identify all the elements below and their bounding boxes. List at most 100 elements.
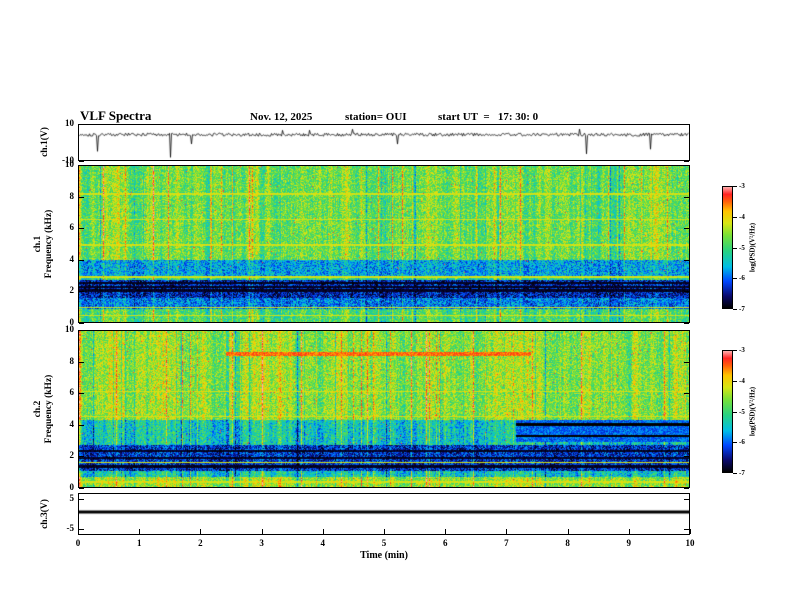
- x-tick-label: 1: [136, 538, 142, 548]
- y-tick-mark: [684, 330, 689, 331]
- ch3-waveform-panel: [78, 493, 690, 535]
- y-tick-mark: [684, 165, 689, 166]
- x-tick-label: 4: [320, 538, 326, 548]
- y-tick-mark: [684, 228, 689, 229]
- y-tick-mark: [684, 488, 689, 489]
- colorbar-tick-mark: [733, 278, 737, 279]
- y-tick-mark: [684, 197, 689, 198]
- ch1-spectrogram-canvas: [79, 166, 689, 322]
- colorbar-tick-mark: [733, 186, 737, 187]
- y-tick-mark: [684, 260, 689, 261]
- x-tick-label: 7: [504, 538, 509, 548]
- y-tick-mark: [684, 425, 689, 426]
- y-tick-mark: [79, 499, 84, 500]
- colorbar-tick-label: -4: [739, 376, 745, 385]
- y-tick-mark: [79, 330, 84, 331]
- y-tick-label: -10: [62, 155, 74, 165]
- ch2-spectrogram-canvas: [79, 331, 689, 487]
- y-tick-mark: [79, 393, 84, 394]
- colorbar-tick-label: -7: [739, 305, 745, 313]
- x-tick-mark: [506, 529, 507, 534]
- y-tick-mark: [79, 291, 84, 292]
- colorbar-ch2: [722, 350, 733, 473]
- ch3-waveform-canvas: [79, 494, 689, 534]
- x-tick-mark: [262, 529, 263, 534]
- x-tick-mark: [323, 529, 324, 534]
- y-tick-mark: [79, 197, 84, 198]
- colorbar-ch1: [722, 186, 733, 309]
- colorbar-tick-label: -5: [739, 243, 745, 252]
- x-tick-label: 8: [565, 538, 570, 548]
- ch1-waveform-canvas: [79, 125, 689, 160]
- y-tick-mark: [684, 161, 689, 162]
- y-tick-label: 0: [69, 482, 75, 492]
- y-tick-mark: [684, 499, 689, 500]
- ch1-spectrogram-panel: [78, 165, 690, 323]
- y-tick-label: 10: [65, 324, 74, 334]
- colorbar-tick-label: -6: [739, 274, 745, 283]
- y-tick-mark: [684, 291, 689, 292]
- y-tick-mark: [79, 362, 84, 363]
- figure-title: VLF Spectra: [80, 108, 152, 123]
- colorbar-tick-mark: [733, 309, 737, 310]
- colorbar-tick-label: -3: [739, 346, 745, 354]
- x-tick-label: 9: [626, 538, 632, 548]
- x-tick-label: 3: [259, 538, 264, 548]
- colorbar-tick-mark: [733, 217, 737, 218]
- y-tick-mark: [79, 323, 84, 324]
- x-tick-mark: [384, 529, 385, 534]
- x-tick-label: 0: [75, 538, 81, 548]
- y-tick-mark: [684, 362, 689, 363]
- colorbar-tick-mark: [733, 350, 737, 351]
- y-tick-mark: [684, 456, 689, 457]
- colorbar-tick-label: -7: [739, 469, 745, 477]
- colorbar-tick-mark: [733, 442, 737, 443]
- y-tick-mark: [79, 165, 84, 166]
- start-ut-label: start UT = 17: 30: 0: [438, 111, 539, 123]
- x-tick-mark: [139, 529, 140, 534]
- y-tick-mark: [684, 529, 689, 530]
- y-tick-mark: [79, 260, 84, 261]
- x-tick-label: 5: [381, 538, 387, 548]
- x-tick-label: 10: [685, 538, 695, 548]
- colorbar-tick-label: -5: [739, 407, 745, 416]
- colorbar-tick-label: -3: [739, 182, 745, 190]
- x-tick-label: 6: [442, 538, 448, 548]
- x-tick-label: 2: [198, 538, 203, 548]
- y-tick-mark: [79, 488, 84, 489]
- colorbar-tick-mark: [733, 412, 737, 413]
- y-tick-label: 4: [69, 418, 75, 429]
- y-tick-mark: [79, 124, 84, 125]
- x-tick-mark: [445, 529, 446, 534]
- colorbar-tick-mark: [733, 473, 737, 474]
- x-tick-mark: [78, 529, 79, 534]
- y-tick-mark: [79, 456, 84, 457]
- y-tick-label: 0: [69, 317, 75, 327]
- colorbar-tick-mark: [733, 248, 737, 249]
- y-tick-mark: [79, 228, 84, 229]
- x-tick-mark: [629, 529, 630, 534]
- y-tick-label: 10: [65, 159, 74, 169]
- x-tick-mark: [690, 529, 691, 534]
- y-tick-label: -5: [66, 523, 75, 533]
- y-tick-label: 6: [69, 222, 75, 233]
- colorbar-tick-label: -4: [739, 212, 745, 221]
- y-tick-mark: [79, 529, 84, 530]
- y-tick-label: 10: [65, 118, 74, 128]
- y-tick-mark: [79, 425, 84, 426]
- y-tick-mark: [79, 161, 84, 162]
- y-tick-label: 8: [69, 355, 75, 366]
- y-tick-label: 5: [69, 493, 75, 503]
- y-tick-label: 4: [69, 253, 75, 264]
- ch2-spectrogram-panel: [78, 330, 690, 488]
- y-tick-label: 2: [69, 450, 75, 461]
- colorbar-tick-label: -6: [739, 438, 745, 447]
- y-tick-mark: [684, 124, 689, 125]
- x-axis-label: Time (min): [360, 550, 408, 561]
- ch1-waveform-panel: [78, 124, 690, 161]
- y-tick-mark: [684, 323, 689, 324]
- y-tick-label: 6: [69, 387, 75, 398]
- y-tick-label: 2: [69, 285, 75, 296]
